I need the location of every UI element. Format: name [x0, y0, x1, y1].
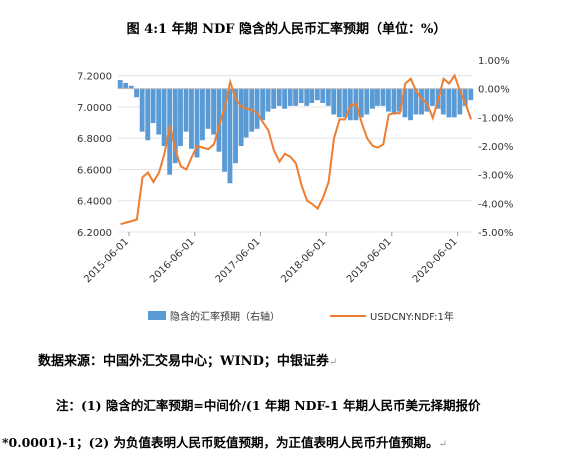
bar	[408, 88, 413, 121]
return-mark: ↵	[328, 357, 338, 368]
x-tick-label: 2018-06-01	[279, 236, 328, 285]
line-series	[120, 73, 473, 226]
bar	[123, 82, 129, 89]
return-mark: ↵	[438, 439, 447, 450]
bar	[287, 88, 293, 106]
bar	[150, 88, 156, 124]
bar	[194, 88, 200, 158]
left-tick-label: 6.6000	[77, 165, 112, 176]
bar	[243, 88, 249, 138]
bar	[446, 88, 452, 118]
left-tick-label: 7.2000	[77, 72, 112, 83]
bar	[375, 88, 380, 106]
right-tick-label: -2.00%	[478, 142, 513, 153]
bar	[172, 88, 178, 164]
x-tick-label: 2017-06-01	[214, 236, 263, 285]
bar	[238, 88, 244, 146]
bar	[233, 88, 238, 164]
x-tick-label: 2019-06-01	[345, 236, 394, 285]
legend-swatch-bar	[148, 311, 166, 320]
right-tick-label: -4.00%	[478, 199, 513, 210]
left-axis: 6.2000 6.4000 6.6000 6.8000 7.0000 7.2000	[77, 72, 112, 239]
chart-canvas: 6.2000 6.4000 6.6000 6.8000 7.0000 7.2000 -5.…	[77, 56, 513, 323]
bar	[320, 88, 326, 103]
legend-label-bar: 隐含的汇率预期（右轴）	[170, 310, 280, 323]
bar	[134, 88, 140, 98]
left-tick-label: 6.8000	[77, 134, 112, 145]
left-tick-label: 7.0000	[77, 103, 112, 114]
x-tick-label: 2015-06-01	[82, 236, 131, 285]
left-tick-label: 6.2000	[77, 228, 112, 239]
right-tick-label: -1.00%	[478, 113, 513, 124]
bar	[336, 88, 342, 118]
bar	[260, 88, 266, 121]
bar	[216, 88, 222, 152]
bar	[309, 88, 315, 103]
bar	[178, 88, 183, 146]
bar	[380, 88, 386, 106]
bar	[282, 88, 288, 109]
note-line-2: *0.0001)-1；(2) 为负值表明人民币贬值预期，为正值表明人民币升值预期…	[2, 432, 447, 451]
bar	[402, 88, 408, 118]
bar	[391, 88, 397, 115]
bar	[325, 88, 331, 106]
bar	[222, 88, 227, 172]
bar	[424, 88, 430, 112]
bar	[430, 88, 435, 106]
bar	[369, 88, 375, 109]
bar	[385, 88, 391, 112]
x-tick-label: 2016-06-01	[148, 236, 197, 285]
bar	[331, 88, 337, 115]
chart-title: 图 4:1 年期 NDF 隐含的人民币汇率预期（单位：%）	[126, 22, 447, 37]
bar	[156, 88, 162, 135]
bar	[358, 88, 364, 118]
bar	[298, 88, 304, 103]
legend: 隐含的汇率预期（右轴） USDCNY:NDF:1年	[148, 310, 454, 323]
bar	[211, 88, 216, 135]
right-tick-label: 0.00%	[478, 85, 510, 96]
bar	[145, 88, 151, 141]
bar	[183, 88, 189, 132]
bar	[276, 88, 282, 106]
bar	[314, 88, 320, 101]
bar	[396, 88, 402, 112]
bar	[265, 88, 271, 112]
bar	[440, 88, 446, 115]
bar	[199, 88, 205, 141]
x-tick-label: 2020-06-01	[411, 236, 460, 285]
right-tick-label: -5.00%	[478, 228, 513, 239]
bar	[271, 88, 277, 109]
bar	[254, 88, 260, 129]
bar	[462, 88, 468, 106]
bar	[419, 88, 424, 115]
x-axis: 2015-06-01 2016-06-01 2017-06-01 2018-06-01…	[82, 232, 460, 285]
bar	[117, 80, 123, 89]
left-tick-label: 6.4000	[77, 197, 112, 208]
bar	[413, 88, 419, 115]
bar	[293, 88, 299, 106]
legend-label-line: USDCNY:NDF:1年	[370, 310, 454, 323]
bar	[457, 88, 463, 115]
bar	[205, 88, 211, 129]
right-tick-label: 1.00%	[478, 56, 510, 67]
right-tick-label: -3.00%	[478, 171, 513, 182]
note-line-2-text: *0.0001)-1；(2) 为负值表明人民币贬值预期，为正值表明人民币升值预期…	[2, 435, 439, 450]
bar	[189, 88, 194, 149]
bar	[128, 85, 134, 89]
bar	[451, 88, 457, 118]
bar	[304, 88, 310, 106]
bar	[161, 88, 167, 146]
source-text: 数据来源：中国外汇交易中心；WIND；中银证券	[38, 354, 329, 369]
bar	[227, 88, 233, 184]
source-note: 数据来源：中国外汇交易中心；WIND；中银证券↵	[38, 350, 337, 369]
bar	[364, 88, 370, 115]
bar	[468, 88, 474, 101]
bar	[139, 88, 145, 132]
note-line-1: 注：(1) 隐含的汇率预期=中间价/(1 年期 NDF-1 年期人民币美元择期报…	[56, 398, 481, 413]
bar	[342, 88, 348, 118]
right-axis: -5.00% -4.00% -3.00% -2.00% -1.00% 0.00% 1.00%	[478, 56, 513, 239]
